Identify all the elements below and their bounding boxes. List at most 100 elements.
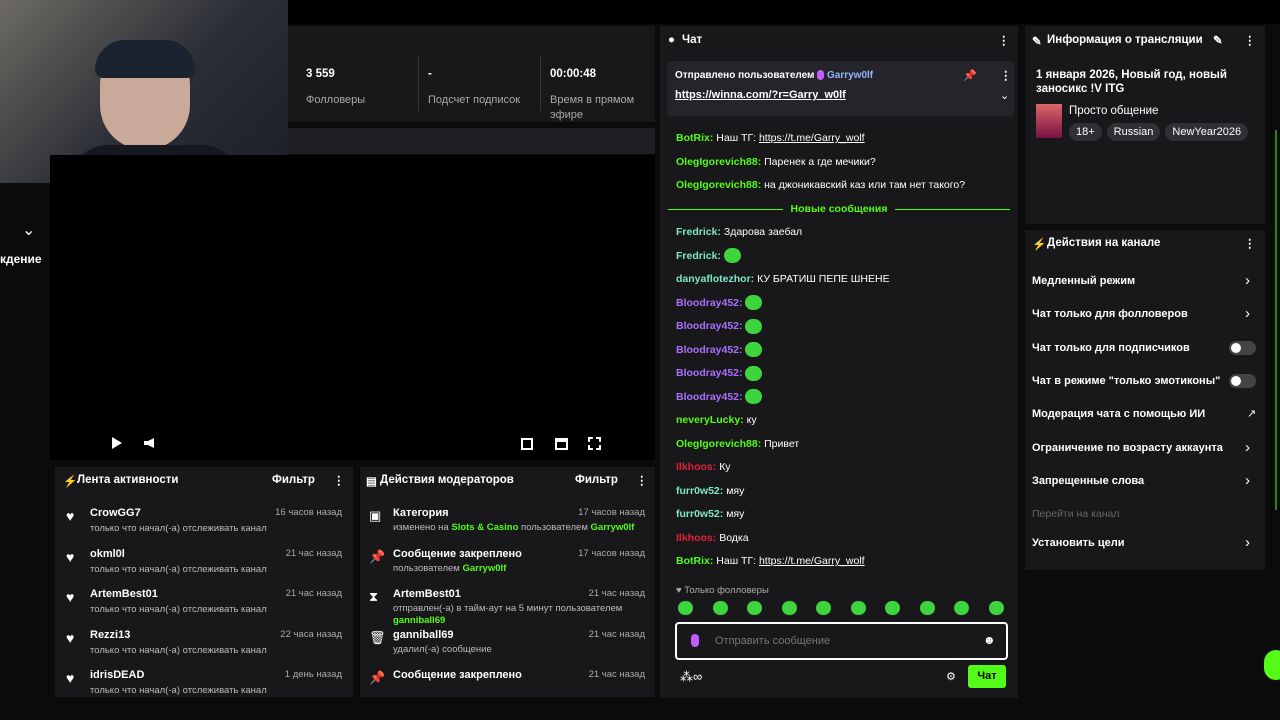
heart-icon: ♥	[66, 589, 75, 605]
chat-title: Чат	[682, 34, 703, 46]
chat-user[interactable]: furr0w52:	[676, 508, 724, 520]
chat-user[interactable]: OlegIgorevich88:	[676, 179, 762, 191]
expand-icon[interactable]: ⌄	[1000, 90, 1010, 102]
action-item[interactable]: Медленный режим	[1032, 275, 1136, 287]
chat-user[interactable]: OlegIgorevich88:	[676, 437, 762, 450]
category[interactable]: Просто общение	[1069, 105, 1159, 117]
arrow-icon[interactable]: ›	[1245, 534, 1250, 552]
pinned-link[interactable]: https://winna.com/?r=Garry_w0lf	[675, 89, 846, 101]
chat-user[interactable]: Bloodray452:	[676, 367, 743, 379]
chat-user[interactable]: furr0w52:	[676, 484, 724, 497]
emote-button[interactable]	[885, 601, 900, 615]
settings-button[interactable]: ⚙	[946, 671, 956, 683]
action-item[interactable]: Чат в режиме "только эмотиконы"	[1032, 374, 1221, 387]
user-name[interactable]: okml0l	[90, 547, 125, 560]
theater-button[interactable]	[555, 438, 568, 450]
emote-button[interactable]	[678, 601, 693, 615]
chat-link[interactable]: https://t.me/Garry_wolf	[758, 132, 865, 144]
mic-icon[interactable]	[691, 634, 699, 647]
emote-button[interactable]	[712, 601, 728, 615]
pip-button[interactable]	[521, 438, 533, 450]
chat-user[interactable]: Bloodray452:	[676, 296, 743, 309]
user-name[interactable]: Rezzi13	[90, 628, 131, 641]
arrow-icon[interactable]: ›	[1245, 438, 1250, 456]
emoji-button[interactable]: ☻	[983, 633, 996, 647]
emote-button[interactable]	[816, 601, 831, 615]
menu-icon[interactable]: ⋮	[333, 475, 345, 487]
action-title: Категория	[393, 507, 449, 519]
chat-user[interactable]: OlegIgorevich88:	[676, 155, 762, 168]
chat-icon: ●	[668, 34, 675, 46]
filter-button[interactable]: Фильтр	[575, 474, 618, 486]
fullscreen-button[interactable]	[588, 437, 601, 450]
chat-tools[interactable]: ⁂∞	[680, 669, 703, 684]
heart-icon: ♥	[66, 548, 75, 565]
chat-user[interactable]: BotRix:	[676, 555, 714, 567]
video	[50, 155, 655, 460]
chat-user[interactable]: danyaflotezhor:	[676, 273, 755, 285]
chat-user[interactable]: Fredrick:	[676, 226, 721, 238]
action-item[interactable]: Чат только для фолловеров	[1032, 308, 1188, 321]
chat-input[interactable]: Отправить сообщение ☻	[675, 622, 1008, 660]
volume-button[interactable]	[144, 438, 154, 448]
menu-icon[interactable]: ⋮	[636, 475, 648, 487]
emote-button[interactable]	[954, 601, 969, 615]
action-item[interactable]: Чат только для подписчиков	[1032, 341, 1190, 354]
chat-user[interactable]: Fredrick:	[676, 249, 721, 262]
time: 21 час назад	[588, 628, 645, 640]
tag[interactable]: 18+	[1069, 123, 1102, 141]
chat-user[interactable]: Bloodray452:	[676, 343, 743, 356]
stat-value: 00:00:48	[550, 68, 597, 80]
user-name[interactable]: idrisDEAD	[90, 669, 145, 681]
chat-user[interactable]: Ilkhoos:	[676, 531, 717, 544]
tag[interactable]: Russian	[1106, 123, 1161, 141]
text: отправлен(-а) в тайм-аут на 5 минут поль…	[393, 603, 623, 614]
toggle[interactable]	[1229, 373, 1256, 388]
action-item[interactable]: Ограничение по возрасту аккаунта	[1032, 441, 1223, 454]
category-image	[1036, 104, 1062, 138]
action-item[interactable]: Установить цели	[1032, 537, 1125, 550]
edit-icon[interactable]: ✎	[1213, 35, 1223, 47]
menu-icon[interactable]: ⋮	[1000, 70, 1012, 82]
menu-icon[interactable]: ⋮	[998, 35, 1010, 47]
chat-user[interactable]: Ilkhoos:	[676, 461, 717, 473]
chat-user[interactable]: Bloodray452:	[676, 320, 743, 332]
arrow-icon[interactable]: ›	[1245, 272, 1250, 289]
unpin-icon[interactable]: 📌	[963, 70, 977, 82]
arrow-icon[interactable]: ›	[1245, 305, 1250, 323]
action-item[interactable]: Модерация чата с помощью ИИ	[1032, 408, 1206, 421]
chat-link[interactable]: https://t.me/Garry_wolf	[758, 555, 865, 567]
menu-icon[interactable]: ⋮	[1244, 35, 1256, 47]
play-button[interactable]	[112, 437, 122, 449]
action-item[interactable]: Запрещенные слова	[1032, 474, 1145, 487]
description: отправлен(-а) в тайм-аут на 5 минут поль…	[393, 603, 643, 627]
panel-title: Лента активности	[77, 474, 179, 486]
moderation-panel: ▤ Действия модераторов Фильтр ⋮ ▣ Категор…	[360, 467, 655, 697]
emote-button[interactable]	[747, 601, 762, 615]
tag[interactable]: NewYear2026	[1165, 123, 1249, 141]
description: только что начал(-а) отслеживать канал	[90, 685, 267, 696]
collapse-icon[interactable]: ⌄	[22, 222, 36, 239]
chat-user[interactable]: BotRix:	[676, 132, 714, 144]
action-icon: ⧗	[369, 589, 379, 604]
emote-button[interactable]	[988, 601, 1004, 615]
chat-message: furr0w52: мяу	[676, 480, 1006, 504]
text: удалил(-а) сообщение	[393, 643, 492, 655]
chat-text: Ку	[719, 461, 731, 473]
send-button[interactable]: Чат	[968, 665, 1006, 688]
chat-message: Bloodray452:	[676, 386, 1006, 410]
menu-icon[interactable]: ⋮	[1244, 238, 1256, 250]
user-name[interactable]: ArtemBest01	[90, 588, 158, 600]
chat-user[interactable]: Bloodray452:	[676, 390, 743, 403]
external-icon[interactable]: ↗	[1247, 408, 1257, 421]
emote-button[interactable]	[781, 601, 797, 615]
emote-button[interactable]	[919, 601, 935, 615]
fab[interactable]	[1264, 650, 1280, 680]
actions-title: Действия на канале	[1047, 237, 1161, 249]
chat-user[interactable]: neveryLucky:	[676, 414, 744, 426]
filter-button[interactable]: Фильтр	[272, 474, 315, 486]
user-name[interactable]: CrowGG7	[90, 507, 141, 519]
arrow-icon[interactable]: ›	[1245, 471, 1250, 489]
emote-button[interactable]	[850, 601, 866, 615]
toggle[interactable]	[1229, 340, 1256, 355]
